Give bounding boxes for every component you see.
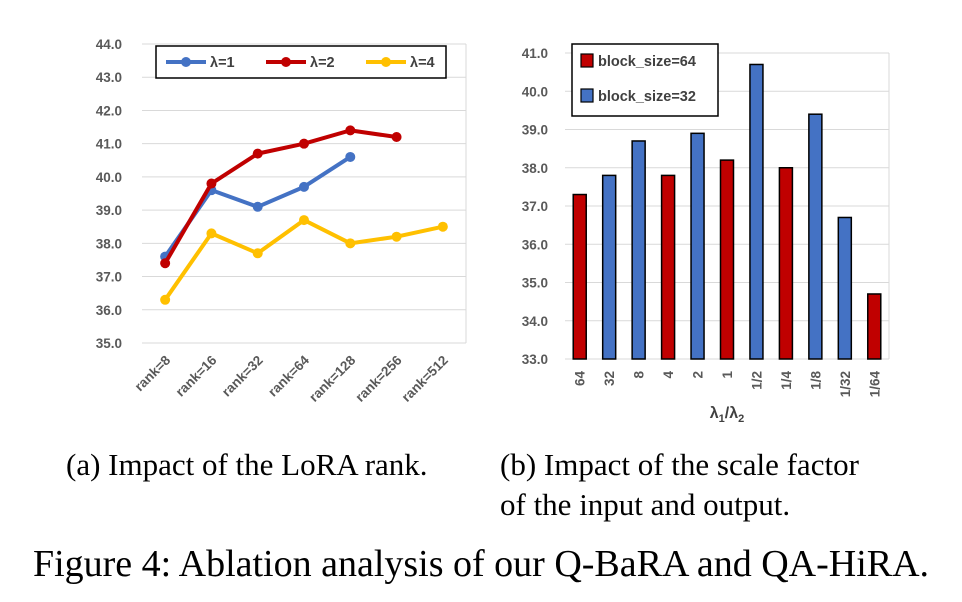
x-tick-label: rank=64 <box>265 352 312 399</box>
caption-b: (b) Impact of the scale factor of the in… <box>500 445 859 525</box>
series-line-2 <box>163 128 397 265</box>
bar-32 <box>601 174 617 360</box>
caption-b-line1: (b) Impact of the scale factor <box>500 447 859 482</box>
data-point <box>252 148 263 159</box>
bar-1/4 <box>778 167 794 360</box>
figure-caption: Figure 4: Ablation analysis of our Q-BaR… <box>32 543 930 585</box>
data-point <box>437 221 448 232</box>
y-tick-label: 35.0 <box>522 276 548 291</box>
x-tick-label: 1/2 <box>749 371 764 390</box>
y-tick-label: 39.0 <box>96 203 122 218</box>
data-point <box>206 228 217 239</box>
data-point <box>299 181 309 192</box>
caption-a: (a) Impact of the LoRA rank. <box>66 447 428 482</box>
y-tick-label: 41.0 <box>96 137 122 152</box>
legend-swatch <box>580 53 594 68</box>
data-point <box>345 151 356 162</box>
data-point <box>391 132 402 143</box>
x-tick-label: rank=8 <box>132 352 174 394</box>
figure-canvas: 35.0 36.0 37.0 38.0 39.0 40.0 41.0 42.0 43.0 44.0… <box>96 37 890 425</box>
x-tick-label: 8 <box>632 371 647 379</box>
x-tick-label: 4 <box>661 371 676 379</box>
legend-marker <box>381 57 391 67</box>
legend-swatch <box>580 88 594 103</box>
y-tick-label: 39.0 <box>522 123 548 138</box>
x-axis-title: λ1/λ2 <box>710 405 745 425</box>
x-axis-title-lambda: λ <box>710 405 719 422</box>
bar-4 <box>660 174 676 360</box>
legend-label: λ=2 <box>310 55 335 71</box>
y-tick-label: 35.0 <box>96 336 122 351</box>
y-tick-label: 40.0 <box>522 84 548 99</box>
y-tick-label: 36.0 <box>522 237 548 252</box>
data-point <box>345 238 356 249</box>
y-tick-label: 38.0 <box>96 236 122 251</box>
y-tick-label: 36.0 <box>96 303 122 318</box>
bar-1 <box>719 159 735 360</box>
legend-label: λ=1 <box>210 55 235 71</box>
legend-label: λ=4 <box>410 55 435 71</box>
x-tick-label: 1/32 <box>838 371 853 397</box>
data-point <box>299 215 309 226</box>
data-point <box>299 138 309 149</box>
x-tick-label: 1 <box>720 371 735 379</box>
data-point <box>206 178 217 189</box>
bar-1/64 <box>867 293 882 360</box>
y-tick-label: 42.0 <box>96 103 122 118</box>
x-tick-label: 1/8 <box>808 371 823 390</box>
bar-8 <box>631 140 646 360</box>
y-tick-label: 37.0 <box>96 270 122 285</box>
chart-b-scale-factor: 33.0 34.0 35.0 36.0 37.0 38.0 39.0 40.0 41.0 64 32… <box>522 43 890 425</box>
x-tick-label: 32 <box>602 371 617 386</box>
y-tick-label: 44.0 <box>96 37 122 52</box>
x-tick-label: 1/64 <box>867 371 882 398</box>
bar-1/8 <box>808 113 823 360</box>
x-tick-label: 2 <box>691 371 706 379</box>
x-tick-label: 1/4 <box>779 371 794 390</box>
y-tick-label: 33.0 <box>522 352 548 367</box>
bar-1/2 <box>749 63 764 360</box>
bar-64 <box>572 193 587 360</box>
y-tick-label: 40.0 <box>96 170 122 185</box>
legend: block_size=64 block_size=32 <box>571 43 719 117</box>
x-tick-label: rank=16 <box>173 352 220 399</box>
bar-2 <box>690 132 705 360</box>
legend-box <box>571 43 719 117</box>
data-point <box>160 258 171 269</box>
bar-1/32 <box>837 216 853 360</box>
data-point <box>160 294 171 305</box>
y-tick-label: 41.0 <box>522 46 548 61</box>
data-point <box>391 231 402 242</box>
data-point <box>252 201 263 212</box>
legend-marker <box>281 57 291 67</box>
legend-label: block_size=32 <box>598 89 696 105</box>
data-point <box>345 125 356 136</box>
legend: λ=1 λ=2 λ=4 <box>155 45 447 79</box>
x-axis-title-sub2: 2 <box>738 413 744 425</box>
data-point <box>252 248 263 259</box>
legend-label: block_size=64 <box>598 54 696 70</box>
y-tick-label: 38.0 <box>522 161 548 176</box>
y-tick-label: 43.0 <box>96 70 122 85</box>
x-tick-label: 64 <box>573 371 588 387</box>
x-tick-label: rank=32 <box>219 353 266 400</box>
x-tick-label: rank=512 <box>399 353 451 405</box>
x-axis-title-sep: /λ <box>725 405 738 422</box>
y-tick-label: 34.0 <box>522 314 548 329</box>
x-tick-label: rank=256 <box>352 352 405 405</box>
x-tick-label: rank=128 <box>306 352 359 405</box>
chart-a-lora-rank: 35.0 36.0 37.0 38.0 39.0 40.0 41.0 42.0 43.0 44.0… <box>96 37 467 405</box>
y-tick-label: 37.0 <box>522 199 548 214</box>
caption-b-line2: of the input and output. <box>500 487 791 522</box>
x-axis-title-sub1: 1 <box>719 413 725 425</box>
legend-marker <box>181 57 191 67</box>
